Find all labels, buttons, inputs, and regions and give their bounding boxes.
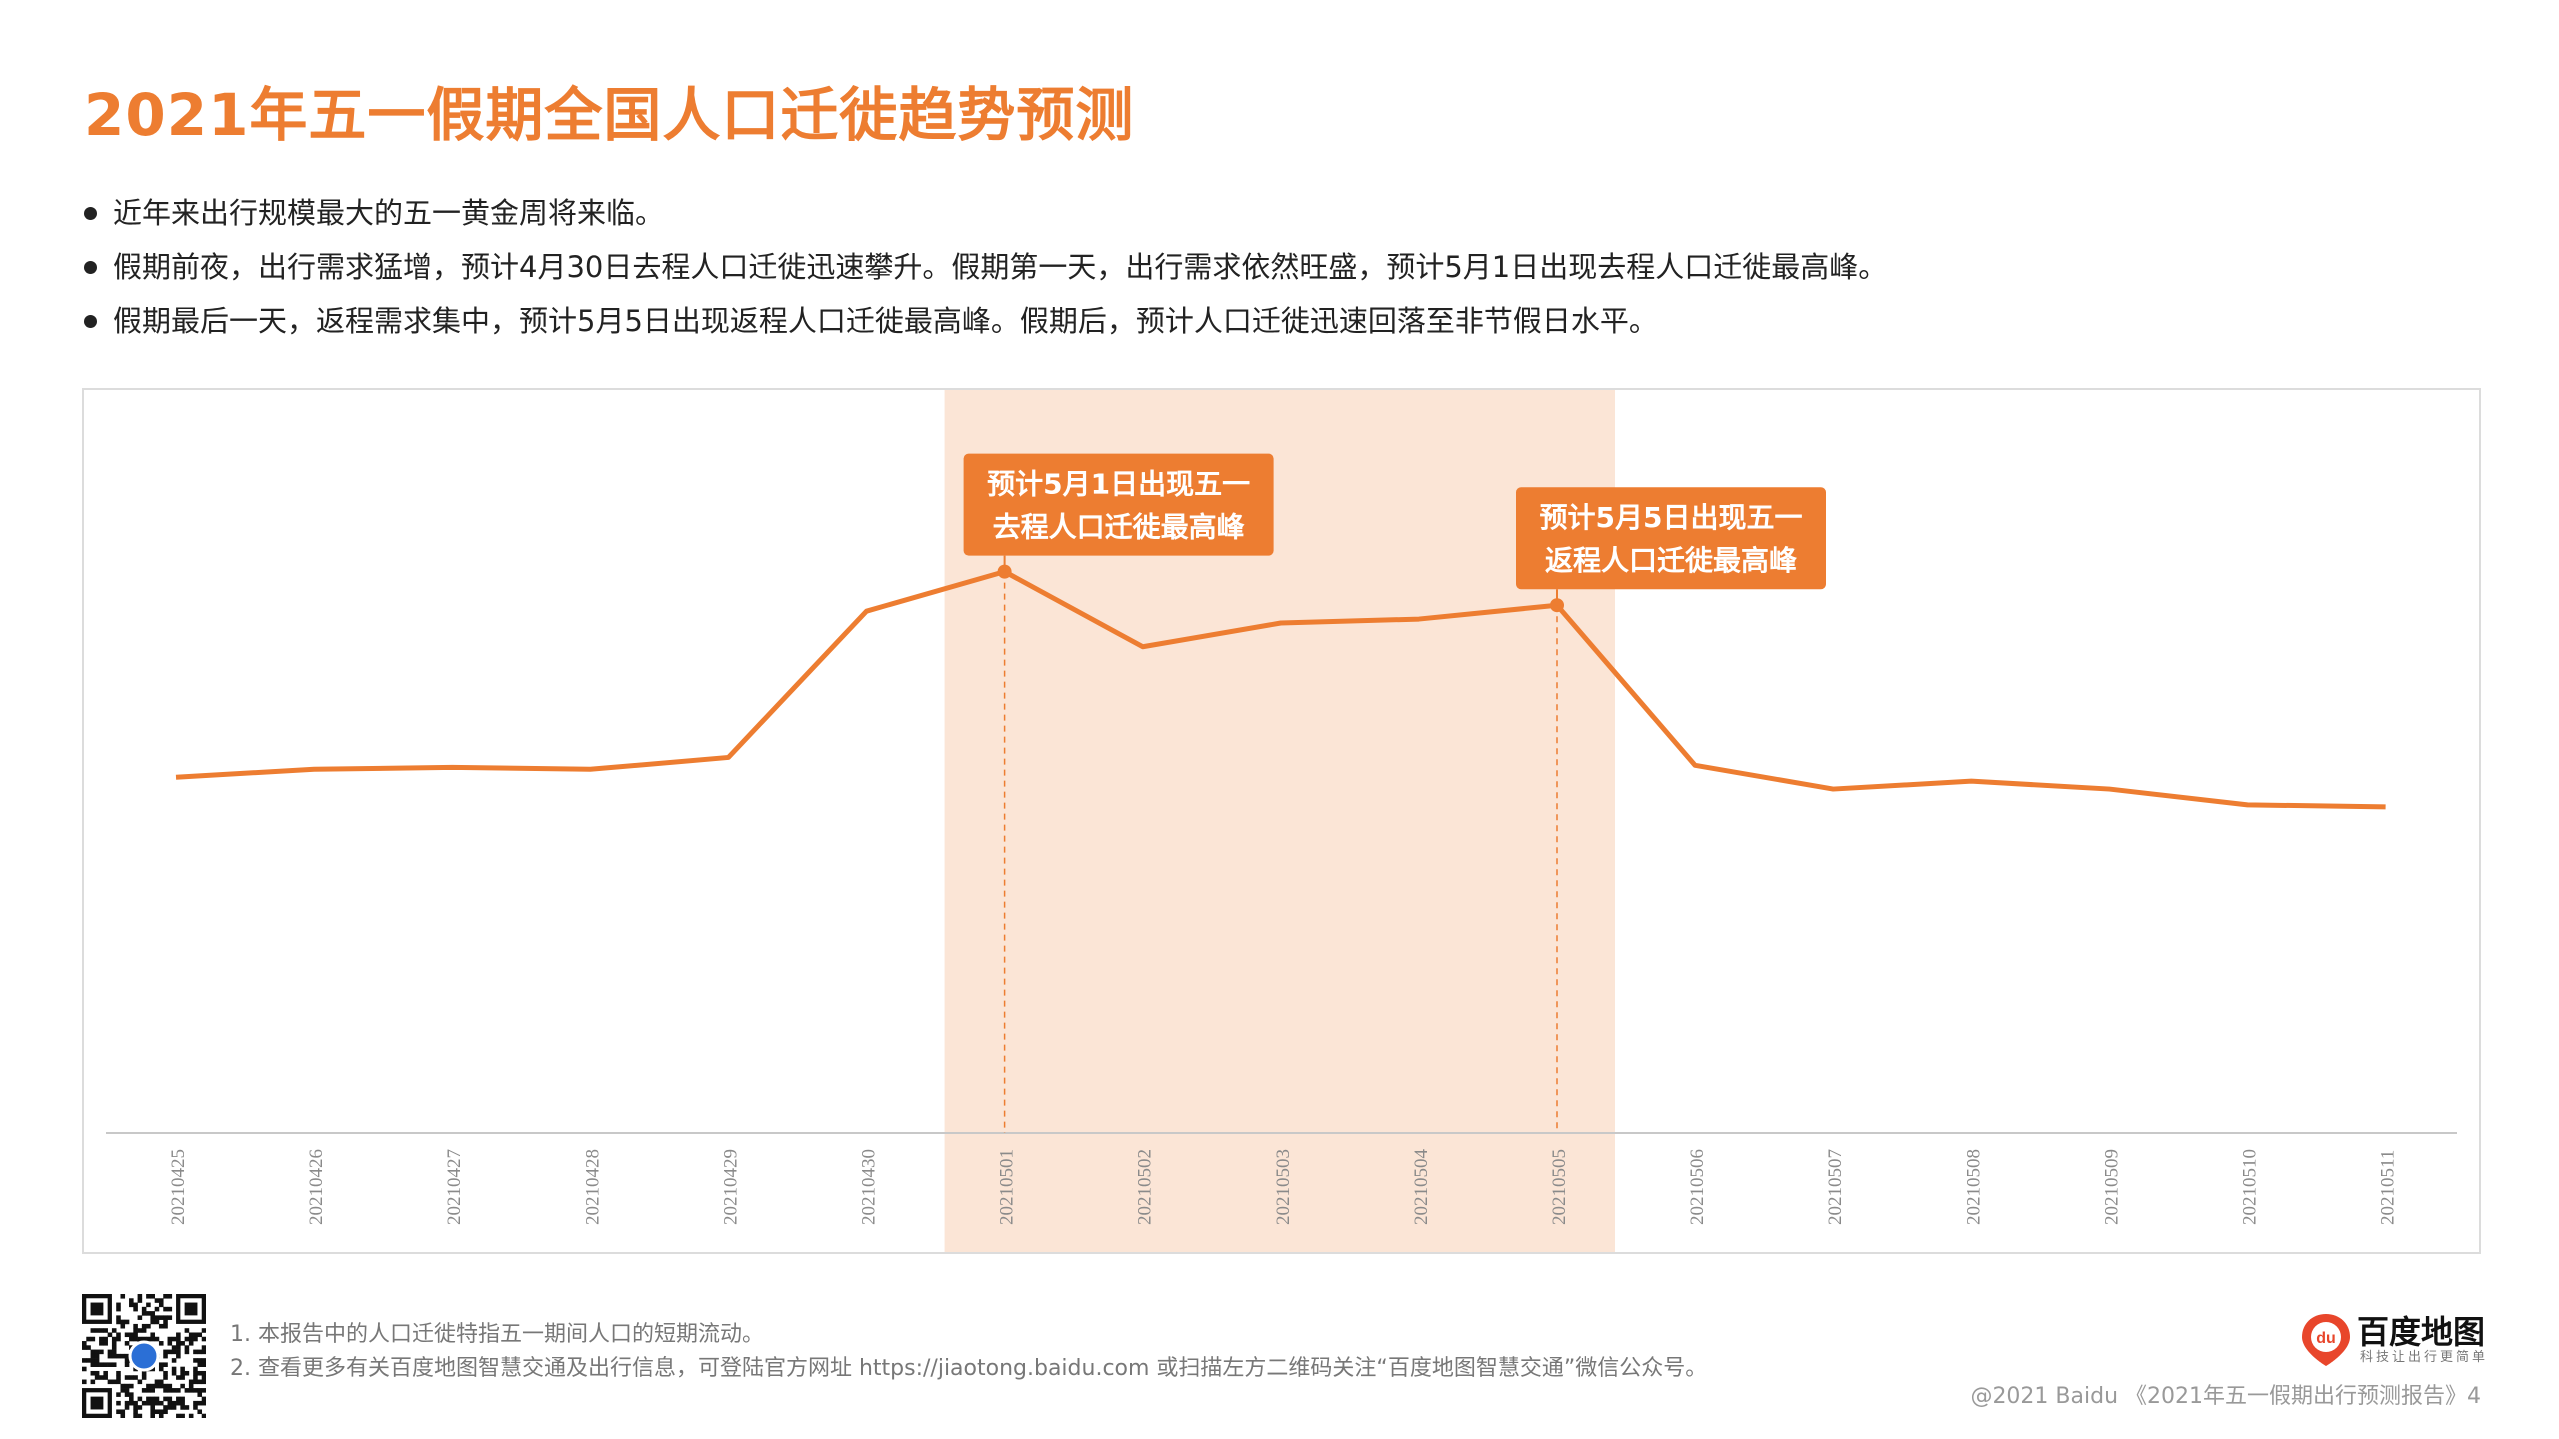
x-tick-label: 20210501 — [997, 1149, 1018, 1225]
bullet-item: 假期最后一天，返程需求集中，预计5月5日出现返程人口迁徙最高峰。假期后，预计人口… — [84, 294, 1887, 348]
x-tick-label: 20210430 — [859, 1149, 880, 1225]
x-tick-label: 20210427 — [444, 1149, 465, 1225]
line-chart: 20210425 20210426 20210427 20210428 20210429… — [106, 390, 2457, 1252]
bullet-dot-icon — [84, 206, 97, 220]
x-tick-label: 20210503 — [1273, 1149, 1294, 1225]
page-title: 2021年五一假期全国人口迁徙趋势预测 — [84, 81, 1135, 149]
map-pin-icon: du — [2302, 1314, 2350, 1366]
x-tick-label: 20210428 — [582, 1149, 603, 1225]
callout-text: 去程人口迁徙最高峰 — [993, 511, 1245, 544]
bullet-dot-icon — [84, 314, 97, 328]
bullet-item: 假期前夜，出行需求猛增，预计4月30日去程人口迁徙迅速攀升。假期第一天，出行需求… — [84, 240, 1887, 294]
footnotes: 1. 本报告中的人口迁徙特指五一期间人口的短期流动。 2. 查看更多有关百度地图… — [230, 1318, 1707, 1386]
bullet-dot-icon — [84, 260, 97, 274]
bullet-item: 近年来出行规模最大的五一黄金周将来临。 — [84, 186, 1887, 240]
x-tick-label: 20210504 — [1411, 1149, 1432, 1226]
peak-callout-box — [1516, 487, 1826, 590]
x-tick-label: 20210509 — [2101, 1149, 2122, 1225]
peak-callout-box — [963, 453, 1274, 556]
x-tick-label: 20210505 — [1549, 1149, 1570, 1225]
bullet-text: 近年来出行规模最大的五一黄金周将来临。 — [113, 196, 665, 230]
x-tick-label: 20210502 — [1135, 1149, 1156, 1225]
callout-text: 返程人口迁徙最高峰 — [1545, 544, 1797, 577]
baidu-map-logo: du — [2296, 1310, 2486, 1370]
bullet-list: 近年来出行规模最大的五一黄金周将来临。 假期前夜，出行需求猛增，预计4月30日去… — [84, 186, 1887, 348]
x-tick-label: 20210510 — [2240, 1149, 2261, 1225]
logo-tagline: 科技让出行更简单 — [2360, 1350, 2489, 1365]
x-tick-label: 20210429 — [720, 1149, 741, 1225]
svg-text:du: du — [2316, 1330, 2336, 1347]
x-tick-label: 20210426 — [306, 1149, 327, 1225]
footnote-2: 2. 查看更多有关百度地图智慧交通及出行信息，可登陆官方网址 https://j… — [230, 1356, 1708, 1381]
series-line — [175, 569, 2386, 810]
chart-frame: 20210425 20210426 20210427 20210428 20210429… — [82, 388, 2481, 1254]
x-tick-label: 20210506 — [1687, 1149, 1708, 1225]
x-tick-label: 20210511 — [2378, 1150, 2399, 1225]
x-tick-label: 20210425 — [168, 1149, 189, 1225]
copyright: @2021 Baidu 《2021年五一假期出行预测报告》4 — [1970, 1384, 2481, 1409]
qr-code-icon — [82, 1294, 207, 1419]
x-tick-label: 20210507 — [1825, 1149, 1846, 1225]
bullet-text: 假期最后一天，返程需求集中，预计5月5日出现返程人口迁徙最高峰。假期后，预计人口… — [113, 304, 1658, 338]
callout-text: 预计5月5日出现五一 — [1540, 501, 1803, 534]
x-tick-label: 20210508 — [1963, 1149, 1984, 1225]
bullet-text: 假期前夜，出行需求猛增，预计4月30日去程人口迁徙迅速攀升。假期第一天，出行需求… — [113, 250, 1888, 284]
footnote-1: 1. 本报告中的人口迁徙特指五一期间人口的短期流动。 — [230, 1322, 764, 1347]
logo-text: 百度地图 — [2357, 1313, 2486, 1351]
callout-text: 预计5月1日出现五一 — [987, 468, 1250, 501]
